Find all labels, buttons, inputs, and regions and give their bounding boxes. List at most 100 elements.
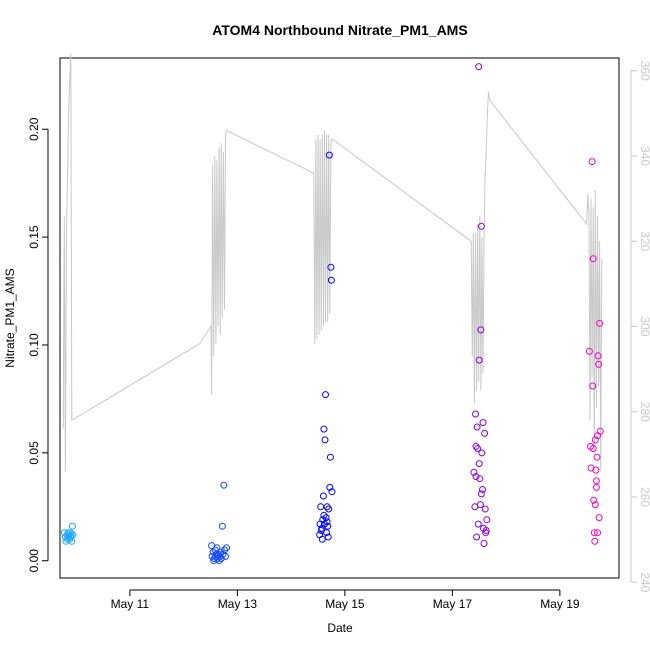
- data-point: [596, 427, 604, 435]
- data-point: [589, 382, 597, 390]
- data-point: [590, 496, 598, 504]
- data-point: [323, 518, 331, 526]
- data-point: [483, 516, 491, 524]
- y-tick-label: 0.15: [27, 225, 41, 249]
- data-point: [217, 548, 225, 556]
- point-layer: [60, 63, 604, 565]
- x-tick-label: May 19: [540, 597, 580, 611]
- data-point: [590, 529, 598, 537]
- data-point: [589, 445, 597, 452]
- data-point: [591, 537, 599, 545]
- data-point: [318, 535, 326, 543]
- data-point: [476, 475, 484, 483]
- right-tick-label: 340: [638, 146, 650, 166]
- y-tick-label: 0.00: [27, 549, 41, 573]
- data-point: [221, 546, 228, 554]
- data-point: [482, 527, 490, 534]
- data-point: [220, 481, 228, 489]
- data-point: [324, 533, 332, 541]
- data-point: [218, 522, 226, 530]
- data-point: [481, 505, 489, 513]
- y-axis-label: Nitrate_PM1_AMS: [3, 268, 17, 367]
- data-point: [210, 557, 218, 565]
- chart-title: ATOM4 Northbound Nitrate_PM1_AMS: [212, 22, 467, 38]
- data-point: [481, 429, 489, 437]
- data-point: [585, 347, 593, 355]
- x-tick-label: May 15: [325, 597, 365, 611]
- data-point: [475, 356, 483, 364]
- data-point: [588, 158, 596, 166]
- data-point: [213, 544, 221, 552]
- y-tick-label: 0.10: [27, 333, 41, 357]
- y-tick-label: 0.05: [27, 441, 41, 465]
- x-tick-label: May 17: [433, 597, 473, 611]
- data-point: [322, 391, 329, 399]
- axes-layer: 0.00 0.05 0.10 0.15 0.20 May 11 May 13 May 15 Ma…: [27, 61, 650, 611]
- plot-area: [59, 57, 620, 579]
- data-point: [68, 537, 76, 545]
- data-point: [470, 468, 478, 476]
- data-point: [474, 445, 482, 452]
- x-axis-label: Date: [327, 621, 353, 635]
- data-point: [595, 514, 603, 522]
- data-point: [323, 503, 331, 511]
- data-point: [223, 544, 231, 552]
- data-point: [594, 529, 601, 537]
- x-tick-label: May 13: [218, 597, 258, 611]
- data-point: [472, 410, 479, 418]
- data-point: [326, 483, 334, 491]
- data-point: [596, 319, 604, 327]
- data-point: [319, 492, 327, 500]
- data-point: [320, 425, 328, 433]
- data-point: [591, 436, 599, 444]
- data-point: [321, 436, 329, 444]
- data-point: [325, 505, 333, 513]
- trace-line: [62, 53, 603, 472]
- data-point: [215, 557, 223, 565]
- right-tick-label: 280: [638, 402, 650, 422]
- data-point: [480, 540, 488, 547]
- data-point: [592, 483, 600, 491]
- data-point: [478, 449, 486, 457]
- data-point: [69, 531, 77, 539]
- line-layer: [62, 53, 603, 472]
- data-point: [473, 423, 481, 431]
- right-tick-label: 260: [638, 487, 650, 507]
- data-point: [217, 555, 225, 563]
- data-point: [592, 477, 600, 485]
- right-tick-label: 320: [638, 231, 650, 251]
- data-point: [589, 255, 597, 263]
- data-point: [474, 520, 482, 528]
- data-point: [479, 419, 487, 427]
- data-point: [222, 552, 229, 560]
- data-point: [68, 522, 76, 530]
- data-point: [327, 263, 335, 271]
- data-point: [593, 453, 601, 461]
- data-point: [473, 533, 481, 541]
- plot-frame: [59, 57, 620, 579]
- x-tick-label: May 11: [111, 597, 150, 611]
- data-point: [477, 222, 485, 230]
- data-point: [325, 151, 333, 159]
- data-point: [328, 488, 336, 496]
- data-point: [317, 503, 325, 511]
- right-tick-label: 360: [638, 61, 650, 81]
- data-point: [592, 466, 600, 474]
- data-point: [472, 442, 480, 450]
- y-tick-label: 0.20: [27, 117, 41, 141]
- data-point: [479, 486, 486, 493]
- data-point: [322, 514, 330, 522]
- data-point: [591, 501, 599, 509]
- data-point: [327, 276, 335, 284]
- data-point: [214, 555, 221, 563]
- right-tick-label: 300: [638, 316, 650, 336]
- right-tick-label: 240: [638, 572, 650, 592]
- data-point: [477, 490, 485, 498]
- data-point: [476, 501, 484, 509]
- data-point: [212, 550, 220, 558]
- data-point: [472, 473, 480, 481]
- data-point: [320, 511, 328, 519]
- data-point: [324, 522, 332, 530]
- data-point: [475, 460, 483, 468]
